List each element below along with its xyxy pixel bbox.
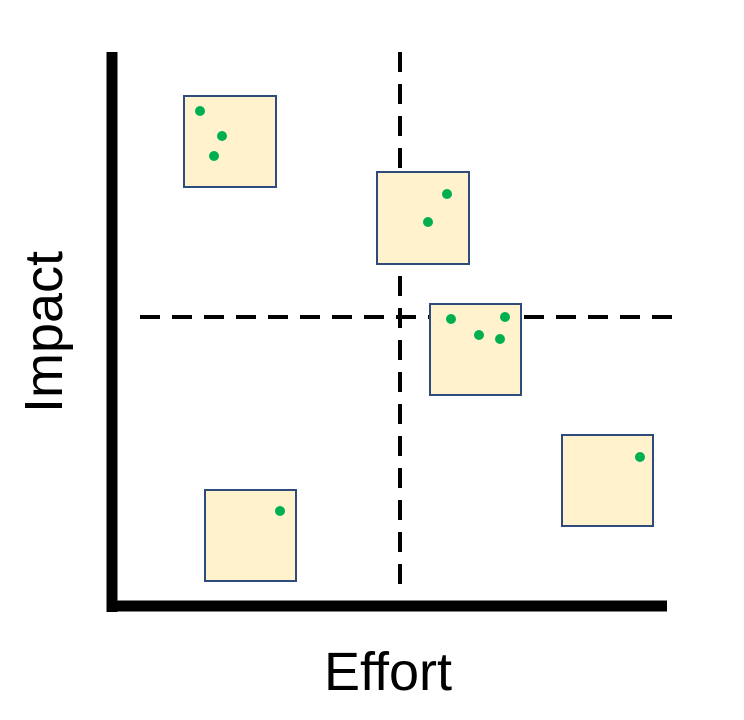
x-axis-label: Effort bbox=[324, 642, 452, 702]
green-dot bbox=[500, 312, 510, 322]
card-center-upper bbox=[376, 171, 470, 265]
green-dot bbox=[217, 131, 227, 141]
green-dot bbox=[495, 334, 505, 344]
card-box bbox=[376, 171, 470, 265]
card-box bbox=[561, 434, 654, 527]
green-dot bbox=[446, 314, 456, 324]
green-dot bbox=[423, 217, 433, 227]
y-axis-label: Impact bbox=[14, 251, 74, 413]
green-dot bbox=[209, 151, 219, 161]
green-dot bbox=[275, 506, 285, 516]
card-bottom-left bbox=[204, 489, 297, 582]
green-dot bbox=[195, 106, 205, 116]
card-top-left bbox=[183, 95, 277, 188]
card-box bbox=[204, 489, 297, 582]
card-center-right bbox=[429, 303, 522, 396]
green-dot bbox=[635, 452, 645, 462]
green-dot bbox=[442, 189, 452, 199]
card-right-lower bbox=[561, 434, 654, 527]
green-dot bbox=[474, 330, 484, 340]
